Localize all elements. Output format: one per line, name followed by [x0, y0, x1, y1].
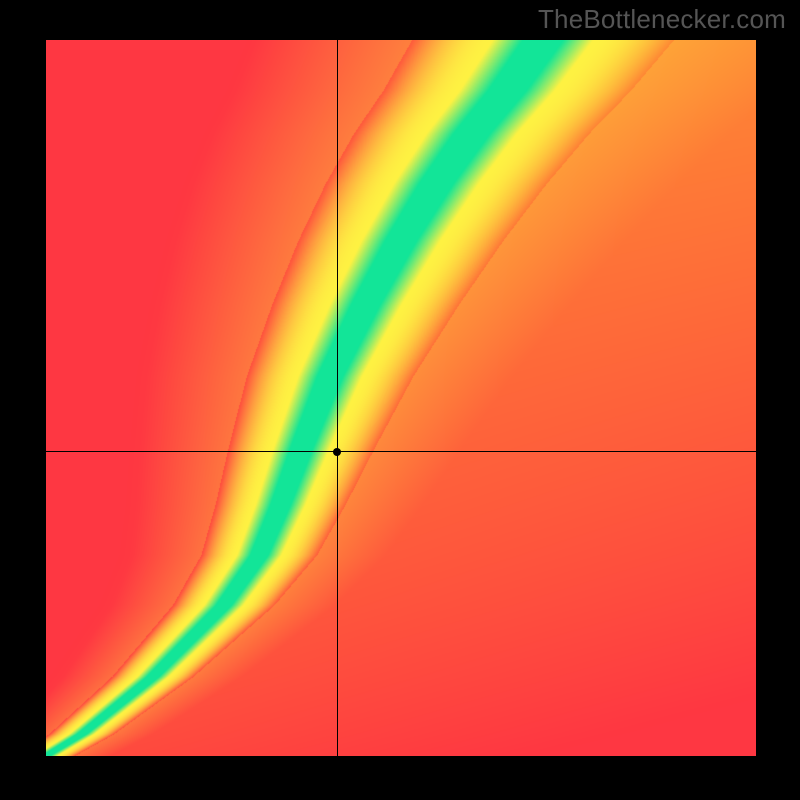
heatmap-canvas	[46, 40, 756, 756]
chart-frame: TheBottlenecker.com	[0, 0, 800, 800]
watermark-text: TheBottlenecker.com	[538, 4, 786, 35]
crosshair-vertical	[337, 40, 338, 756]
crosshair-point	[333, 448, 341, 456]
crosshair-horizontal	[46, 451, 756, 452]
heatmap-plot-area	[46, 40, 756, 756]
